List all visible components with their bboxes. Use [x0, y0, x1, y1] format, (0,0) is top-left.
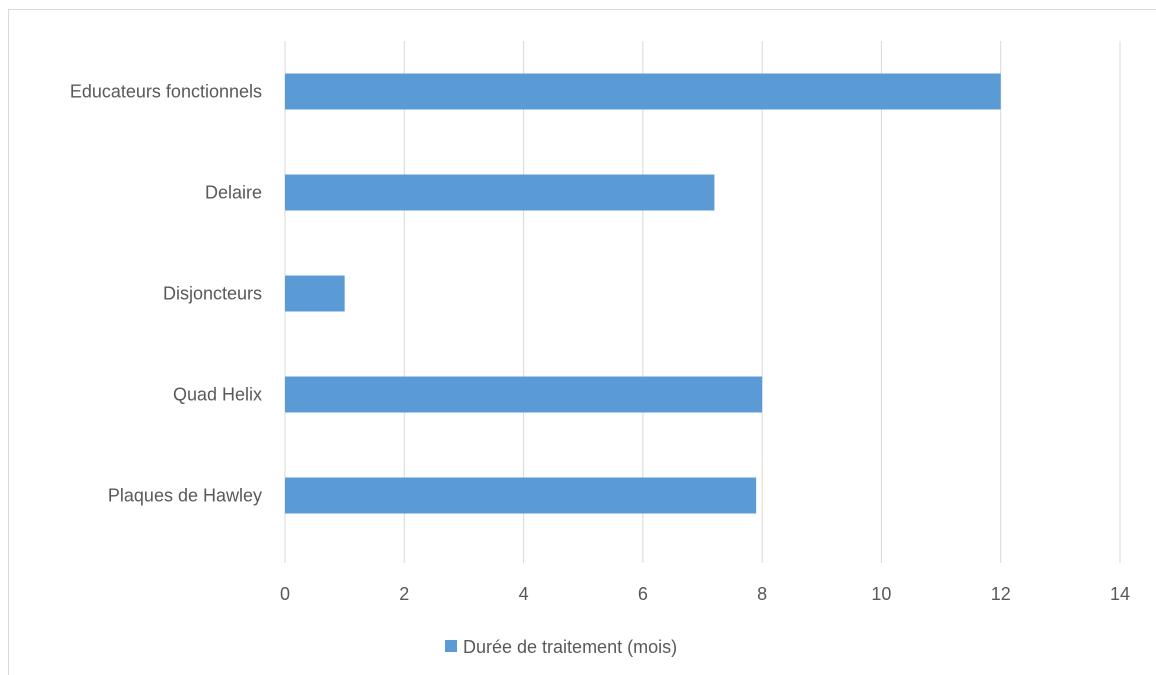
x-axis-tick-labels: 0 2 4 6 8 10 12 14 [280, 584, 1130, 604]
x-tick-label: 8 [757, 584, 767, 604]
chart-frame [8, 9, 1156, 675]
x-tick-label: 10 [871, 584, 891, 604]
bar-2 [285, 275, 345, 312]
bars [285, 73, 1001, 514]
x-tick-label: 2 [399, 584, 409, 604]
category-label: Educateurs fonctionnels [70, 82, 262, 102]
x-tick-label: 0 [280, 584, 290, 604]
bar-4 [285, 73, 1001, 110]
category-label: Plaques de Hawley [108, 486, 262, 506]
category-label: Disjoncteurs [163, 284, 262, 304]
category-labels: Plaques de Hawley Quad Helix Disjoncteurs D… [70, 82, 262, 506]
x-tick-label: 6 [638, 584, 648, 604]
bar-3 [285, 174, 715, 211]
bar-0 [285, 477, 757, 514]
bar-1 [285, 376, 763, 413]
legend-label: Durée de traitement (mois) [463, 637, 677, 657]
legend: Durée de traitement (mois) [445, 637, 677, 657]
category-label: Quad Helix [173, 385, 262, 405]
x-tick-label: 14 [1110, 584, 1130, 604]
category-label: Delaire [205, 183, 262, 203]
x-tick-label: 4 [519, 584, 529, 604]
x-tick-label: 12 [991, 584, 1011, 604]
legend-swatch [445, 640, 457, 652]
